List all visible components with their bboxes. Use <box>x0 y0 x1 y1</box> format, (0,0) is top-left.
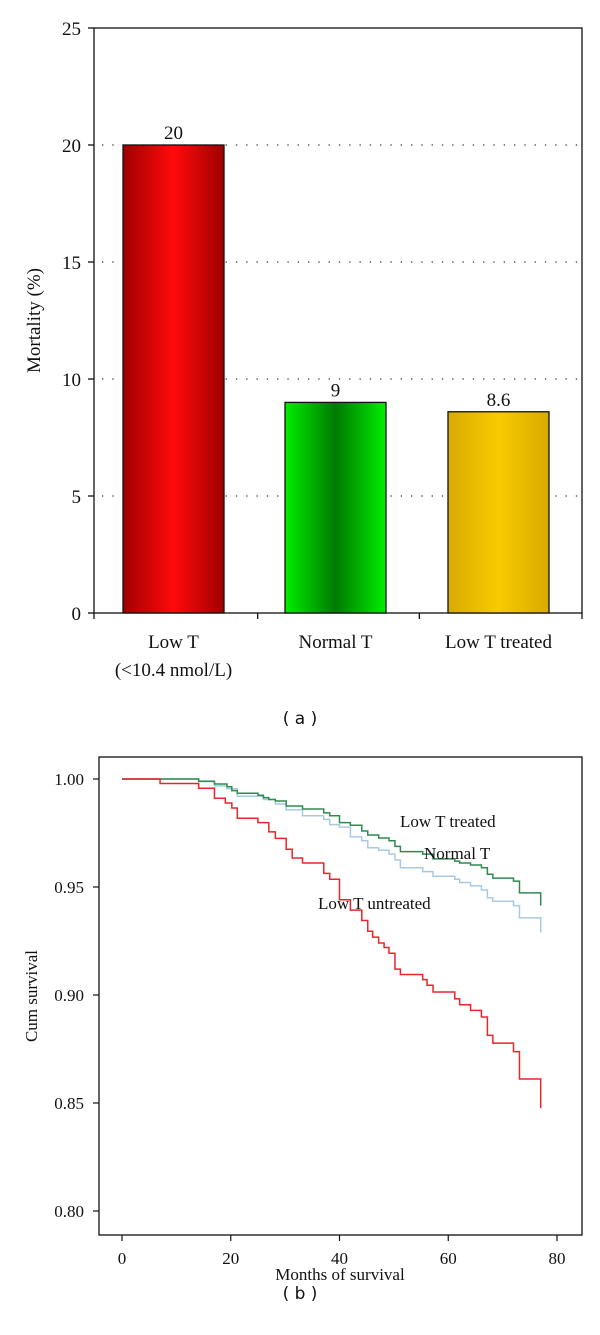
y-tick-label: 0.85 <box>54 1094 84 1113</box>
y-tick-label: 20 <box>62 136 81 157</box>
bar <box>122 144 225 614</box>
y-tick-label: 1.00 <box>54 770 84 789</box>
bar-data-label: 20 <box>164 123 183 144</box>
curve-annotation: Low T treated <box>400 812 496 831</box>
x-tick-label: 60 <box>440 1249 457 1268</box>
y-tick-label: 0 <box>72 604 82 625</box>
y-tick-label: 5 <box>72 487 82 508</box>
survival-line-low-t-treated <box>122 778 542 906</box>
y-tick-label: 10 <box>62 370 81 391</box>
curve-annotation: Low T untreated <box>318 894 431 913</box>
curve-annotation: Normal T <box>424 844 491 863</box>
x-axis-label: Months of survival <box>275 1265 405 1284</box>
x-tick-label: (<10.4 nmol/L) <box>115 660 232 681</box>
x-tick-label: Normal T <box>298 632 372 653</box>
y-tick-label: 0.90 <box>54 986 84 1005</box>
x-tick-label: 0 <box>118 1249 127 1268</box>
plot-frame <box>98 756 583 1236</box>
y-tick-label: 15 <box>62 253 81 274</box>
bar-data-label: 9 <box>331 380 341 401</box>
x-tick-label: 40 <box>331 1249 348 1268</box>
x-tick-label: Low T treated <box>445 632 552 653</box>
x-tick-label: Low T <box>148 632 199 653</box>
y-tick-label: 0.80 <box>54 1202 84 1221</box>
panel-label-b: ( b ) <box>283 1284 318 1304</box>
y-tick-label: 0.95 <box>54 878 84 897</box>
x-tick-label: 80 <box>549 1249 566 1268</box>
panel-label-a: ( a ) <box>283 709 318 729</box>
bar <box>284 401 387 614</box>
y-tick-label: 25 <box>62 19 81 40</box>
y-axis-label: Cum survival <box>22 950 41 1042</box>
y-axis-label: Mortality (%) <box>24 268 45 373</box>
bar-data-label: 8.6 <box>487 390 511 411</box>
survival-curve-chart: 0.80 0.85 0.90 0.95 1.00 0 20 40 60 80 Months of s… <box>22 756 583 1284</box>
bar <box>447 411 550 614</box>
mortality-bar-chart: 0 5 10 15 20 25 Mortality (%) 20 Low T (<10.4 nmo… <box>24 19 583 681</box>
survival-line-low-t-untreated <box>122 778 542 1108</box>
x-tick-label: 20 <box>222 1249 239 1268</box>
survival-line-normal-t <box>122 778 542 933</box>
